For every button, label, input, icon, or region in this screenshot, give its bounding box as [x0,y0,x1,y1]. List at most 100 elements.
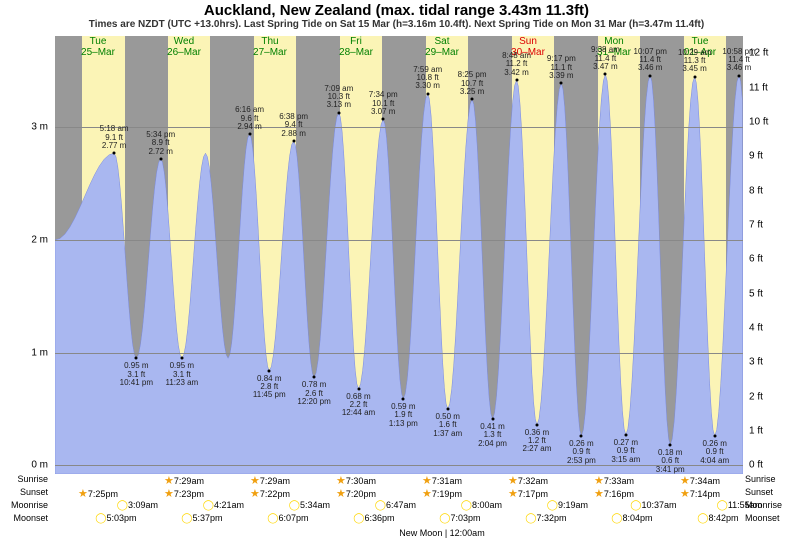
tide-label: 6:16 am9.6 ft2.94 m [235,106,264,131]
tide-point [738,74,741,77]
y-right-tick: 12 ft [749,48,793,59]
tide-point [669,443,672,446]
new-moon-label: New Moon | 12:00am [399,528,484,538]
sunset-time: ★7:17pm [508,487,548,500]
day-header: Fri28–Mar [339,36,373,58]
tide-label: 0.95 m3.1 ft10:41 pm [120,362,153,387]
sunrise-time: ★7:34am [680,474,720,487]
moonset-time: ◯6:36pm [353,513,394,524]
moonrise-time: ◯10:37am [630,500,676,511]
day-header: Tue25–Mar [81,36,115,58]
moonrise-time: ◯8:00am [461,500,502,511]
moonset-time: ◯8:04pm [611,513,652,524]
tide-point [337,111,340,114]
moonrise-time: ◯6:47am [375,500,416,511]
tide-label: 0.50 m1.6 ft1:37 am [433,413,462,438]
tide-label: 0.95 m3.1 ft11:23 am [165,362,198,387]
tide-point [382,118,385,121]
tide-point [604,73,607,76]
day-header: Thu27–Mar [253,36,287,58]
tide-label: 7:09 am10.3 ft3.13 m [324,85,353,110]
tide-point [693,75,696,78]
tide-point [491,418,494,421]
sunset-time: ★7:14pm [680,487,720,500]
tide-label: 5:34 pm8.9 ft2.72 m [146,131,175,156]
sunset-time: ★7:19pm [422,487,462,500]
tide-label: 10:07 pm11.4 ft3.46 m [634,48,667,73]
y-right-tick: 6 ft [749,254,793,265]
tide-label: 0.41 m1.3 ft2:04 pm [478,423,507,448]
moonset-time: ◯6:07pm [267,513,308,524]
moonrise-time: ◯9:19am [547,500,588,511]
tide-point [180,357,183,360]
sunrise-time: ★7:32am [508,474,548,487]
sunrise-label-left: Sunrise [0,474,48,484]
tide-label: 0.84 m2.8 ft11:45 pm [253,375,286,400]
tide-label: 0.18 m0.6 ft3:41 pm [656,449,685,474]
tide-point [113,152,116,155]
y-right-tick: 10 ft [749,116,793,127]
y-left-tick: 3 m [0,122,48,133]
tide-label: 10:29 am11.3 ft3.45 m [678,49,711,74]
chart-subtitle: Times are NZDT (UTC +13.0hrs). Last Spri… [0,19,793,32]
tide-point [624,433,627,436]
tide-label: 7:59 am10.8 ft3.30 m [413,66,442,91]
day-header: Wed26–Mar [167,36,201,58]
tide-point [446,407,449,410]
y-right-tick: 3 ft [749,357,793,368]
tide-label: 0.36 m1.2 ft2:27 am [523,429,552,454]
tide-label: 8:48 am11.2 ft3.42 m [502,52,531,77]
moonrise-time: ◯4:21am [203,500,244,511]
sunset-time: ★7:25pm [78,487,118,500]
moonrise-time: ◯11:55am [717,500,763,511]
moonrise-time: ◯3:09am [117,500,158,511]
moonset-time: ◯7:32pm [525,513,566,524]
tide-point [535,423,538,426]
tide-label: 0.26 m0.9 ft2:53 pm [567,440,596,465]
tide-point [560,82,563,85]
y-left-tick: 0 m [0,460,48,471]
tide-label: 9:17 pm11.1 ft3.39 m [547,55,576,80]
tide-label: 0.26 m0.9 ft4:04 am [700,440,729,465]
day-header: Sat29–Mar [425,36,459,58]
tide-point [357,387,360,390]
sunset-time: ★7:23pm [164,487,204,500]
y-right-tick: 4 ft [749,322,793,333]
plot-area: Tue25–Mar Wed26–Mar Thu27–Mar Fri28–Mar Sat2… [55,36,743,474]
moonset-label-right: Moonset [745,513,793,523]
tide-label: 7:34 pm10.1 ft3.07 m [369,91,398,116]
sunset-time: ★7:20pm [336,487,376,500]
tide-point [402,397,405,400]
y-right-tick: 0 ft [749,460,793,471]
sunrise-time: ★7:33am [594,474,634,487]
tide-point [313,376,316,379]
tide-point [580,434,583,437]
tide-point [159,157,162,160]
y-right-tick: 1 ft [749,425,793,436]
tide-point [713,434,716,437]
sunrise-label-right: Sunrise [745,474,793,484]
tide-point [292,139,295,142]
tide-label: 8:25 pm10.7 ft3.25 m [458,71,487,96]
tide-label: 0.59 m1.9 ft1:13 pm [389,403,418,428]
moonset-time: ◯5:37pm [181,513,222,524]
y-right-tick: 7 ft [749,219,793,230]
y-left-tick: 1 m [0,347,48,358]
tide-label: 9:38 am11.4 ft3.47 m [591,46,620,71]
sunset-time: ★7:16pm [594,487,634,500]
tide-label: 5:18 am9.1 ft2.77 m [100,125,129,150]
tide-point [248,133,251,136]
sunset-label-right: Sunset [745,487,793,497]
sunrise-time: ★7:31am [422,474,462,487]
tide-point [649,74,652,77]
tide-label: 0.68 m2.2 ft12:44 am [342,393,375,418]
y-right-tick: 9 ft [749,151,793,162]
tide-point [268,369,271,372]
y-left-tick: 2 m [0,234,48,245]
y-right-tick: 2 ft [749,391,793,402]
y-right-tick: 5 ft [749,288,793,299]
sunset-label-left: Sunset [0,487,48,497]
sunset-time: ★7:22pm [250,487,290,500]
y-right-tick: 11 ft [749,82,793,93]
y-right-tick: 8 ft [749,185,793,196]
